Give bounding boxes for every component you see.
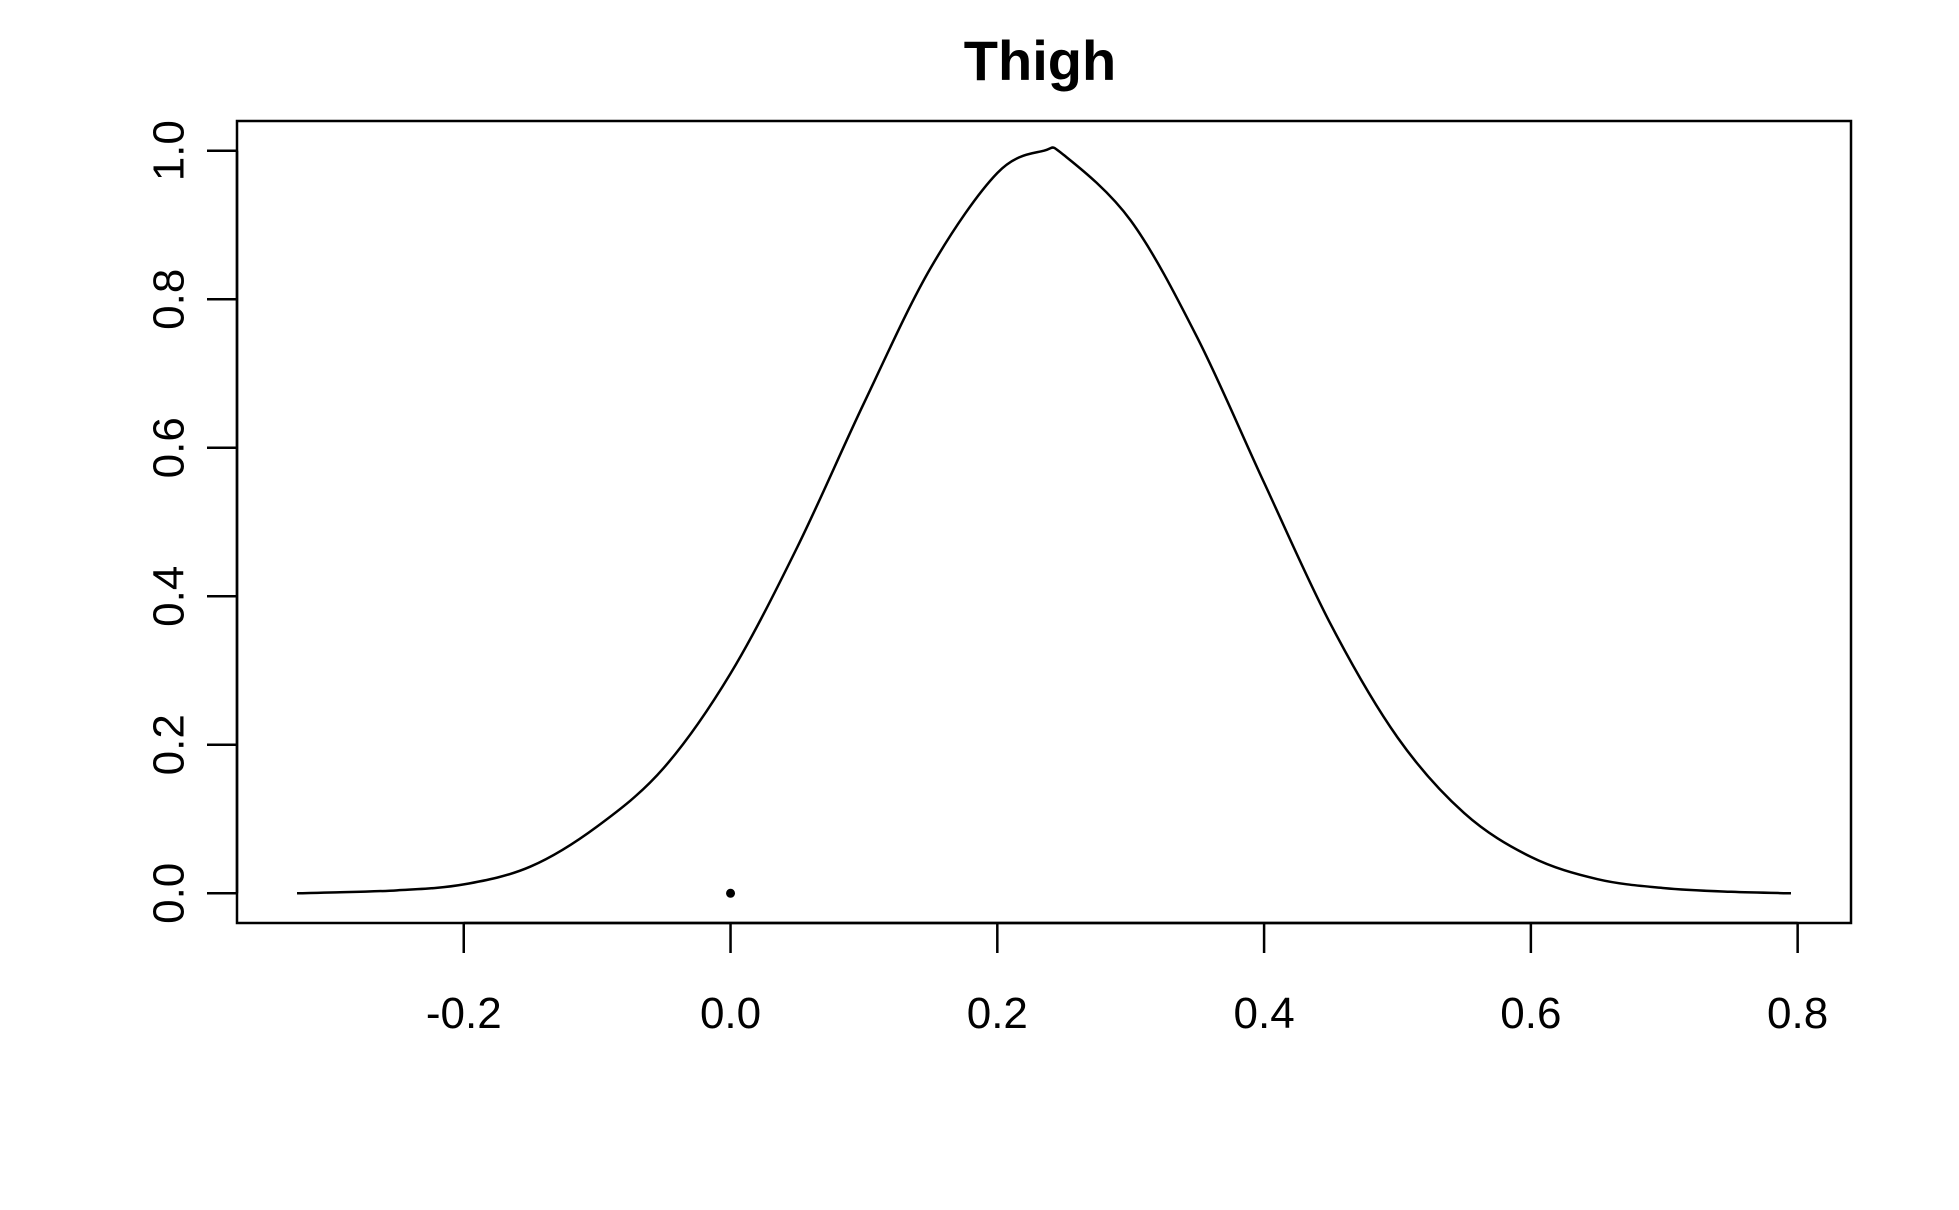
density-curve	[296, 146, 1792, 895]
x-axis-ticks: -0.2 0.0 0.2 0.4 0.6 0.8	[426, 923, 1828, 1038]
x-tick-label: 0.6	[1500, 989, 1561, 1038]
y-tick-label: 0.2	[145, 714, 194, 775]
y-tick-label: 1.0	[145, 120, 194, 181]
data-points	[726, 888, 736, 898]
x-tick-label: 0.4	[1234, 989, 1295, 1038]
x-tick-label: 0.0	[700, 989, 761, 1038]
x-tick-label: 0.2	[967, 989, 1028, 1038]
x-tick-label: -0.2	[426, 989, 502, 1038]
plot-area-frame	[235, 119, 1853, 925]
x-tick-label: 0.8	[1767, 989, 1828, 1038]
y-tick-label: 0.8	[145, 269, 194, 330]
y-axis-ticks: 0.0 0.2 0.4 0.6 0.8 1.0	[145, 120, 237, 924]
y-tick-label: 0.6	[145, 417, 194, 478]
data-point	[726, 888, 736, 898]
y-tick-label: 0.4	[145, 566, 194, 627]
chart-title: Thigh	[964, 29, 1116, 92]
y-tick-label: 0.0	[145, 863, 194, 924]
